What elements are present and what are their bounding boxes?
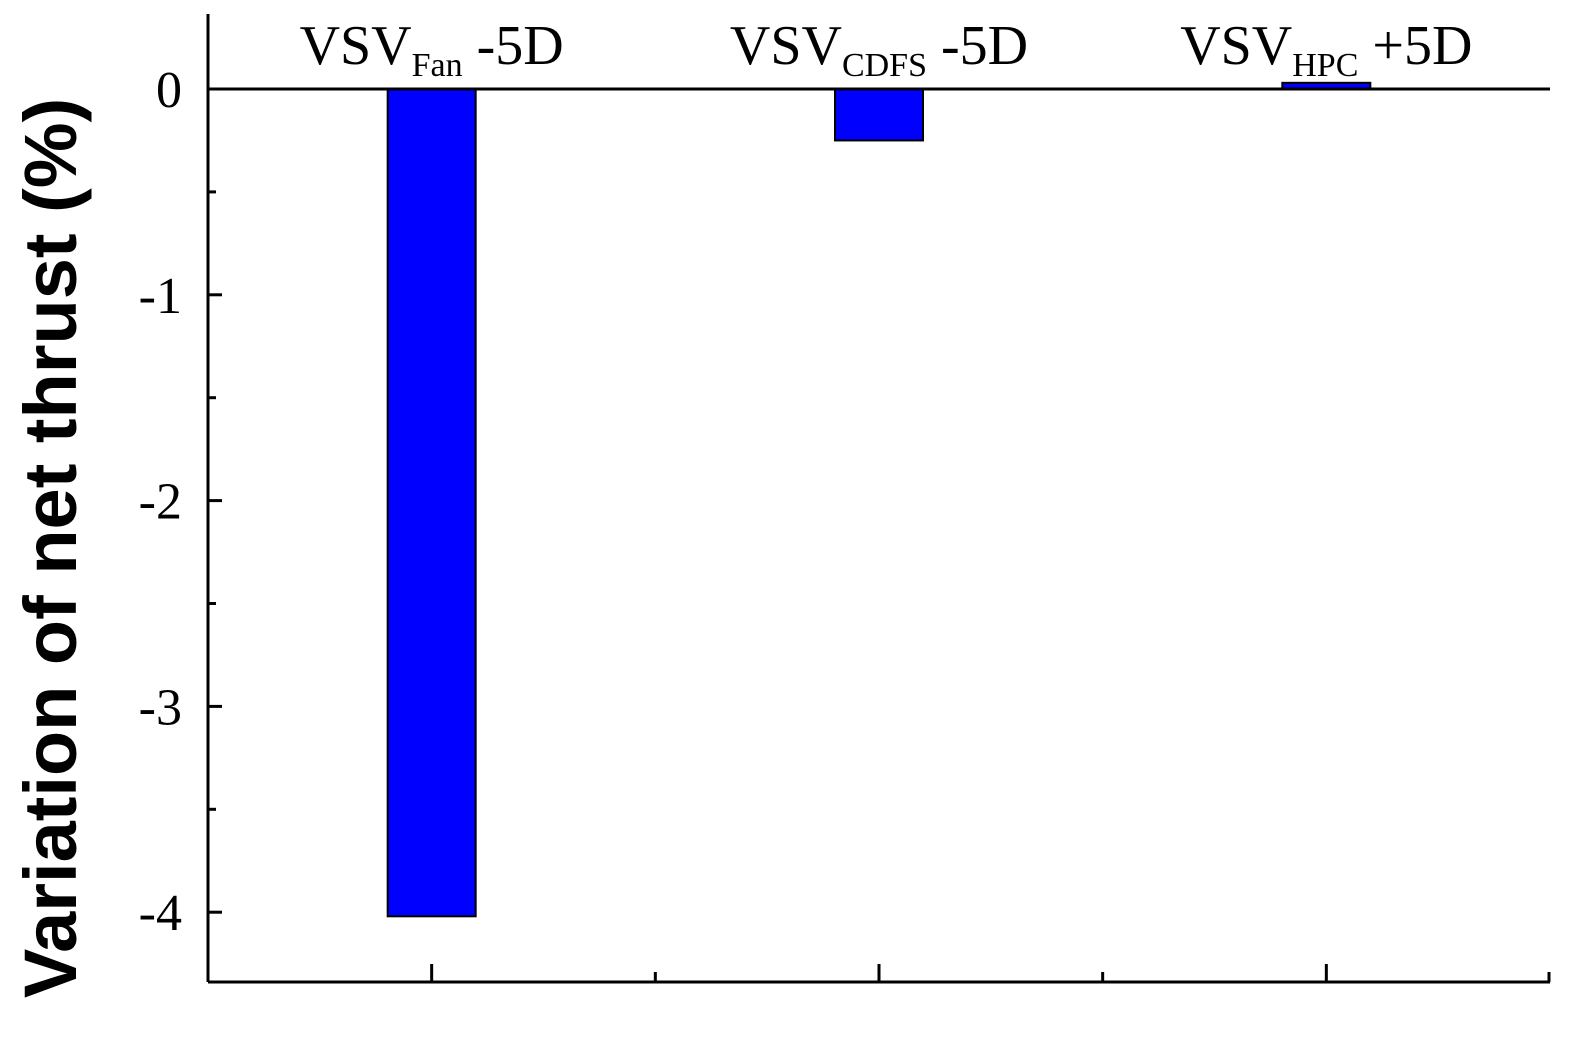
bars-group (386, 81, 1372, 918)
category-main: VSV (300, 15, 412, 77)
category-suffix: -5D (927, 15, 1028, 77)
category-subscript: CDFS (842, 47, 927, 84)
category-suffix: +5D (1358, 15, 1472, 77)
category-label-cdfs: VSVCDFS -5D (730, 15, 1028, 84)
category-subscript: Fan (412, 47, 463, 84)
y-tick-label: -1 (139, 268, 182, 325)
category-main: VSV (1180, 15, 1292, 77)
category-subscript: HPC (1292, 47, 1358, 84)
y-tick-label: -4 (139, 885, 182, 942)
y-tick-label: 0 (156, 62, 182, 119)
bar-cdfs (834, 88, 924, 142)
category-label-fan: VSVFan -5D (300, 15, 564, 84)
category-main: VSV (730, 15, 842, 77)
y-tick-label: -2 (139, 474, 182, 531)
y-axis-label: Variation of net thrust (%) (9, 98, 92, 998)
y-tick-label: -3 (139, 679, 182, 736)
category-label-hpc: VSVHPC +5D (1180, 15, 1472, 84)
axes-group (206, 14, 1551, 984)
bar-fan (386, 88, 477, 918)
category-suffix: -5D (463, 15, 564, 77)
